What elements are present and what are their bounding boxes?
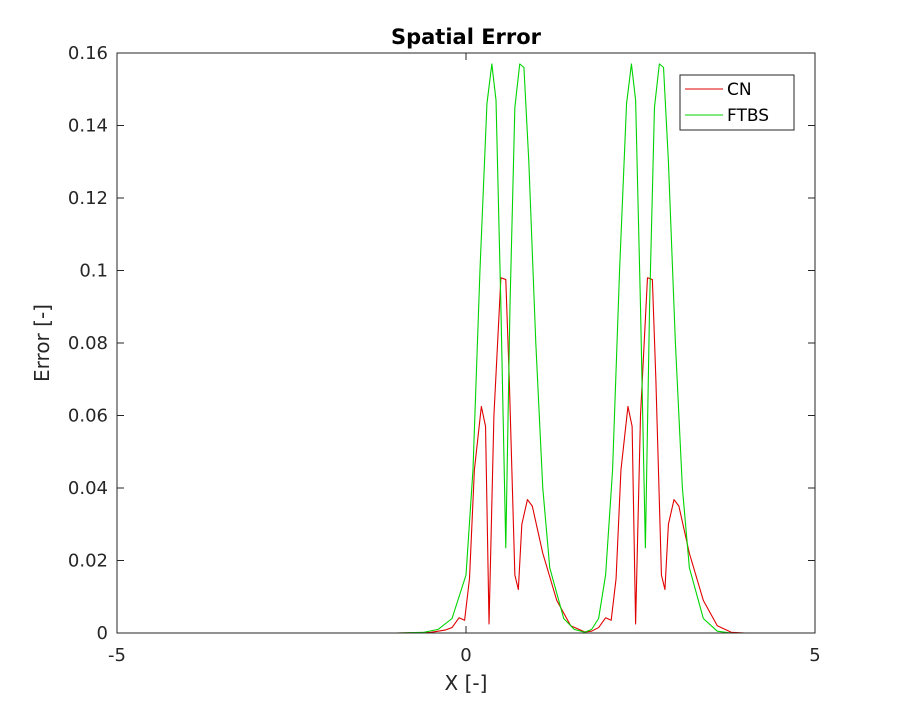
series-line-ftbs: [117, 63, 815, 634]
y-tick-label: 0.06: [68, 406, 108, 427]
x-tick-label: 0: [460, 645, 471, 666]
legend-label-cn: CN: [727, 80, 752, 100]
y-tick-label: 0.02: [68, 551, 108, 572]
x-tick-label: 5: [809, 645, 820, 666]
y-tick-label: 0.12: [68, 188, 108, 209]
series-layer: [117, 63, 815, 634]
legend-label-ftbs: FTBS: [727, 106, 769, 126]
y-tick-label: 0.16: [68, 43, 108, 64]
y-tick-label: 0: [97, 623, 108, 644]
plot-area: [117, 53, 815, 633]
y-tick-label: 0.1: [79, 261, 108, 282]
x-tick-label: -5: [108, 645, 126, 666]
y-axis-label: Error [-]: [30, 304, 54, 382]
legend-box: [679, 74, 795, 131]
ticks-layer: -5 0 500.020.040.060.080.10.120.140.16: [68, 43, 821, 666]
y-tick-label: 0.08: [68, 333, 108, 354]
legend: CN FTBS: [679, 74, 795, 131]
chart-title: Spatial Error: [391, 25, 542, 49]
x-axis-label: X [-]: [445, 671, 488, 695]
y-tick-label: 0.14: [68, 116, 108, 137]
y-tick-label: 0.04: [68, 478, 108, 499]
